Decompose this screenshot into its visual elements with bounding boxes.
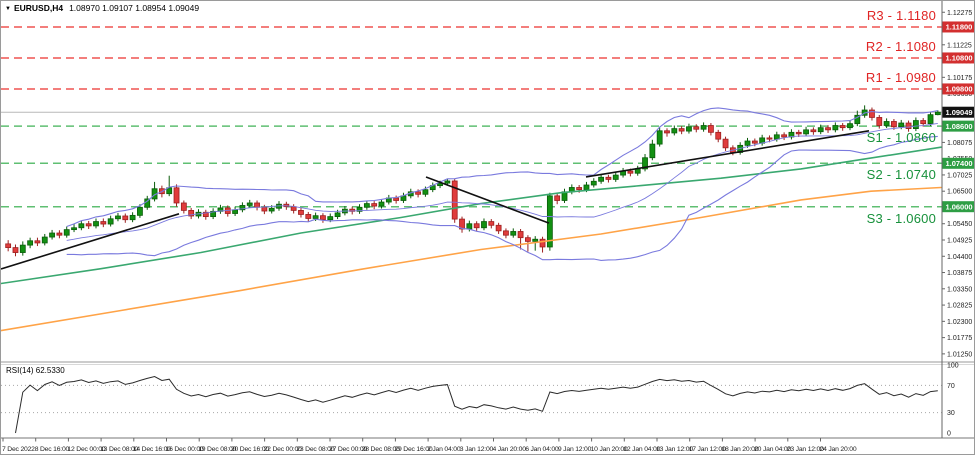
svg-text:1.06500: 1.06500 bbox=[947, 189, 972, 196]
resistance-price-tag-r2: 1.10800 bbox=[942, 52, 974, 64]
svg-text:1.03875: 1.03875 bbox=[947, 270, 972, 277]
trendlines bbox=[1, 129, 870, 270]
svg-text:19 Dec 08:00: 19 Dec 08:00 bbox=[198, 446, 236, 453]
support-resistance-lines bbox=[1, 26, 942, 208]
svg-text:22 Dec 00:00: 22 Dec 00:00 bbox=[264, 446, 302, 453]
bollinger-bands bbox=[66, 107, 938, 261]
moving-average-green bbox=[1, 146, 942, 285]
svg-text:2 Jan 04:00: 2 Jan 04:00 bbox=[427, 446, 461, 453]
svg-text:1.12275: 1.12275 bbox=[947, 10, 972, 17]
support-price-tag-s3: 1.06000 bbox=[942, 201, 974, 213]
svg-text:24 Jan 20:00: 24 Jan 20:00 bbox=[820, 446, 857, 453]
chart-ohlc-values: 1.08970 1.09107 1.08954 1.09049 bbox=[69, 3, 200, 13]
svg-text:100: 100 bbox=[947, 363, 959, 370]
svg-text:1.08075: 1.08075 bbox=[947, 140, 972, 147]
svg-text:1.10800: 1.10800 bbox=[945, 54, 972, 63]
svg-text:20 Dec 16:00: 20 Dec 16:00 bbox=[231, 446, 269, 453]
svg-text:1.09650: 1.09650 bbox=[947, 91, 972, 98]
support-label-s2: S2 - 1.0740 bbox=[866, 167, 936, 183]
rsi-indicator-label: RSI(14) 62.5330 bbox=[6, 366, 65, 375]
svg-text:1.07400: 1.07400 bbox=[945, 159, 972, 168]
svg-text:28 Dec 08:00: 28 Dec 08:00 bbox=[362, 446, 400, 453]
svg-text:9 Jan 12:00: 9 Jan 12:00 bbox=[558, 446, 592, 453]
price-axis[interactable]: 1.122751.117501.112251.107001.101751.096… bbox=[941, 1, 972, 438]
svg-text:1.08600: 1.08600 bbox=[945, 122, 972, 131]
svg-text:17 Jan 12:00: 17 Jan 12:00 bbox=[689, 446, 726, 453]
svg-text:1.01250: 1.01250 bbox=[947, 351, 972, 358]
candles-series bbox=[5, 105, 941, 257]
moving-average-orange bbox=[1, 186, 942, 332]
svg-text:12 Dec 00:00: 12 Dec 00:00 bbox=[67, 446, 105, 453]
svg-text:14 Dec 16:00: 14 Dec 16:00 bbox=[133, 446, 171, 453]
svg-text:27 Dec 00:00: 27 Dec 00:00 bbox=[329, 446, 367, 453]
support-price-tag-s1: 1.08600 bbox=[942, 120, 974, 132]
resistance-price-tag-r1: 1.09800 bbox=[942, 83, 974, 95]
svg-text:1.05450: 1.05450 bbox=[947, 221, 972, 228]
svg-text:70: 70 bbox=[947, 383, 955, 390]
chart-dropdown-icon[interactable]: ▼ bbox=[5, 6, 11, 12]
svg-text:30: 30 bbox=[947, 410, 955, 417]
svg-text:1.04925: 1.04925 bbox=[947, 238, 972, 245]
svg-text:18 Jan 20:00: 18 Jan 20:00 bbox=[721, 446, 758, 453]
rsi-pane bbox=[1, 361, 974, 439]
svg-text:1.11800: 1.11800 bbox=[946, 23, 973, 32]
svg-text:3 Jan 12:00: 3 Jan 12:00 bbox=[460, 446, 494, 453]
current-price-tag: 1.09049 bbox=[942, 106, 974, 118]
svg-text:1.07025: 1.07025 bbox=[947, 172, 972, 179]
rsi-line bbox=[15, 375, 938, 434]
svg-text:20 Jan 04:00: 20 Jan 04:00 bbox=[754, 446, 791, 453]
svg-text:23 Dec 08:00: 23 Dec 08:00 bbox=[296, 446, 334, 453]
resistance-label-r2: R2 - 1.1080 bbox=[865, 38, 936, 54]
chart-title: ▼ EURUSD,H4 1.08970 1.09107 1.08954 1.0904… bbox=[5, 3, 199, 13]
support-price-tag-s2: 1.07400 bbox=[942, 157, 974, 169]
resistance-price-tag-r3: 1.11800 bbox=[942, 21, 974, 33]
svg-text:0: 0 bbox=[947, 431, 951, 438]
svg-text:1.03350: 1.03350 bbox=[947, 286, 972, 293]
svg-text:16 Dec 00:00: 16 Dec 00:00 bbox=[166, 446, 204, 453]
svg-text:23 Jan 12:00: 23 Jan 12:00 bbox=[787, 446, 824, 453]
chart-symbol-timeframe: EURUSD,H4 bbox=[13, 3, 64, 13]
svg-text:1.01775: 1.01775 bbox=[947, 335, 972, 342]
svg-text:8 Dec 16:00: 8 Dec 16:00 bbox=[35, 446, 70, 453]
svg-text:1.02825: 1.02825 bbox=[947, 303, 972, 310]
resistance-label-r1: R1 - 1.0980 bbox=[865, 69, 936, 85]
svg-text:4 Jan 20:00: 4 Jan 20:00 bbox=[493, 446, 527, 453]
svg-text:6 Jan 04:00: 6 Jan 04:00 bbox=[525, 446, 559, 453]
svg-text:1.09049: 1.09049 bbox=[945, 108, 972, 117]
resistance-label-r3: R3 - 1.1180 bbox=[866, 7, 936, 23]
svg-text:1.06000: 1.06000 bbox=[945, 202, 972, 211]
svg-text:1.02300: 1.02300 bbox=[947, 319, 972, 326]
svg-text:1.04400: 1.04400 bbox=[947, 254, 972, 261]
svg-text:12 Jan 04:00: 12 Jan 04:00 bbox=[623, 446, 660, 453]
svg-text:1.09800: 1.09800 bbox=[945, 85, 972, 94]
support-label-s3: S3 - 1.0600 bbox=[866, 210, 936, 226]
svg-text:13 Dec 08:00: 13 Dec 08:00 bbox=[100, 446, 138, 453]
svg-text:10 Jan 20:00: 10 Jan 20:00 bbox=[591, 446, 628, 453]
svg-text:1.11225: 1.11225 bbox=[947, 42, 972, 49]
support-label-s1: S1 - 1.0860 bbox=[866, 130, 936, 146]
svg-text:1.10175: 1.10175 bbox=[947, 75, 972, 82]
svg-text:29 Dec 16:00: 29 Dec 16:00 bbox=[394, 446, 432, 453]
svg-text:13 Jan 12:00: 13 Jan 12:00 bbox=[656, 446, 693, 453]
svg-text:7 Dec 2022: 7 Dec 2022 bbox=[2, 446, 35, 453]
